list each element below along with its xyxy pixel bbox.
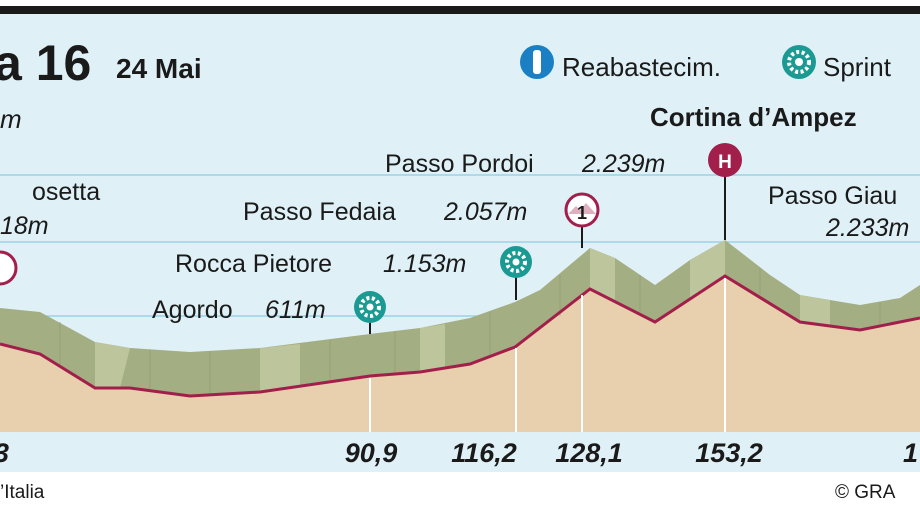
place-name-giau: Passo Giau: [768, 182, 897, 210]
water-bottle-icon: [520, 45, 554, 79]
stage-title: a 16: [0, 35, 91, 91]
place-altitude-pordoi: 2.239m: [581, 150, 665, 178]
km-label-90-9: 90,9: [345, 438, 398, 468]
stage-distance-partial: m: [0, 104, 22, 134]
legend-label-refuel: Reabastecim.: [562, 52, 721, 82]
place-altitude-giau: 2.233m: [825, 214, 909, 242]
km-label-116-2: 116,2: [451, 438, 517, 468]
climb-badge-pordoi: H: [718, 152, 732, 173]
place-name-pordoi: Passo Pordoi: [385, 150, 534, 178]
climb-cat-icon: [0, 250, 18, 286]
km-label-153-2: 153,2: [695, 438, 763, 468]
top-frame-bar: [0, 6, 920, 14]
place-name-fedaia: Passo Fedaia: [243, 198, 396, 226]
climb-hc-icon: H: [708, 143, 742, 177]
footer-band: [0, 472, 920, 518]
legend-label-sprint: Sprint: [823, 52, 892, 82]
climb-cat-1-icon: 1: [564, 192, 600, 228]
place-altitude-left: 18m: [0, 212, 49, 240]
route-line: [0, 274, 920, 398]
place-name-rocca: Rocca Pietore: [175, 250, 332, 278]
place-name-cortina: Cortina d’Ampez: [650, 102, 857, 132]
climb-badge-fedaia: 1: [577, 203, 587, 223]
sprint-gear-icon: [500, 246, 532, 278]
km-marker-ticks: [369, 278, 726, 432]
place-name-left: osetta: [32, 178, 100, 206]
place-altitude-fedaia: 2.057m: [443, 198, 527, 226]
km-label-left: 3: [0, 438, 9, 468]
km-label-right: 1: [903, 438, 918, 468]
source-credit: ’Italia: [0, 482, 45, 503]
legend: Reabastecim. Sprint: [520, 45, 892, 82]
place-name-agordo: Agordo: [152, 296, 233, 324]
place-altitude-rocca: 1.153m: [383, 250, 466, 278]
sprint-gear-icon: [782, 45, 816, 79]
place-altitude-agordo: 611m: [265, 296, 326, 324]
terrain-hatching: [59, 268, 881, 395]
graphic-credit: © GRA: [835, 482, 896, 503]
terrain-ridges: [95, 240, 830, 392]
sprint-gear-icon: [354, 291, 386, 323]
km-label-128-1: 128,1: [555, 438, 623, 468]
elevation-ground: [0, 276, 920, 432]
stage-date: 24 Mai: [116, 53, 202, 84]
km-axis: 3 90,9 116,2 128,1 153,2 1: [0, 438, 918, 468]
